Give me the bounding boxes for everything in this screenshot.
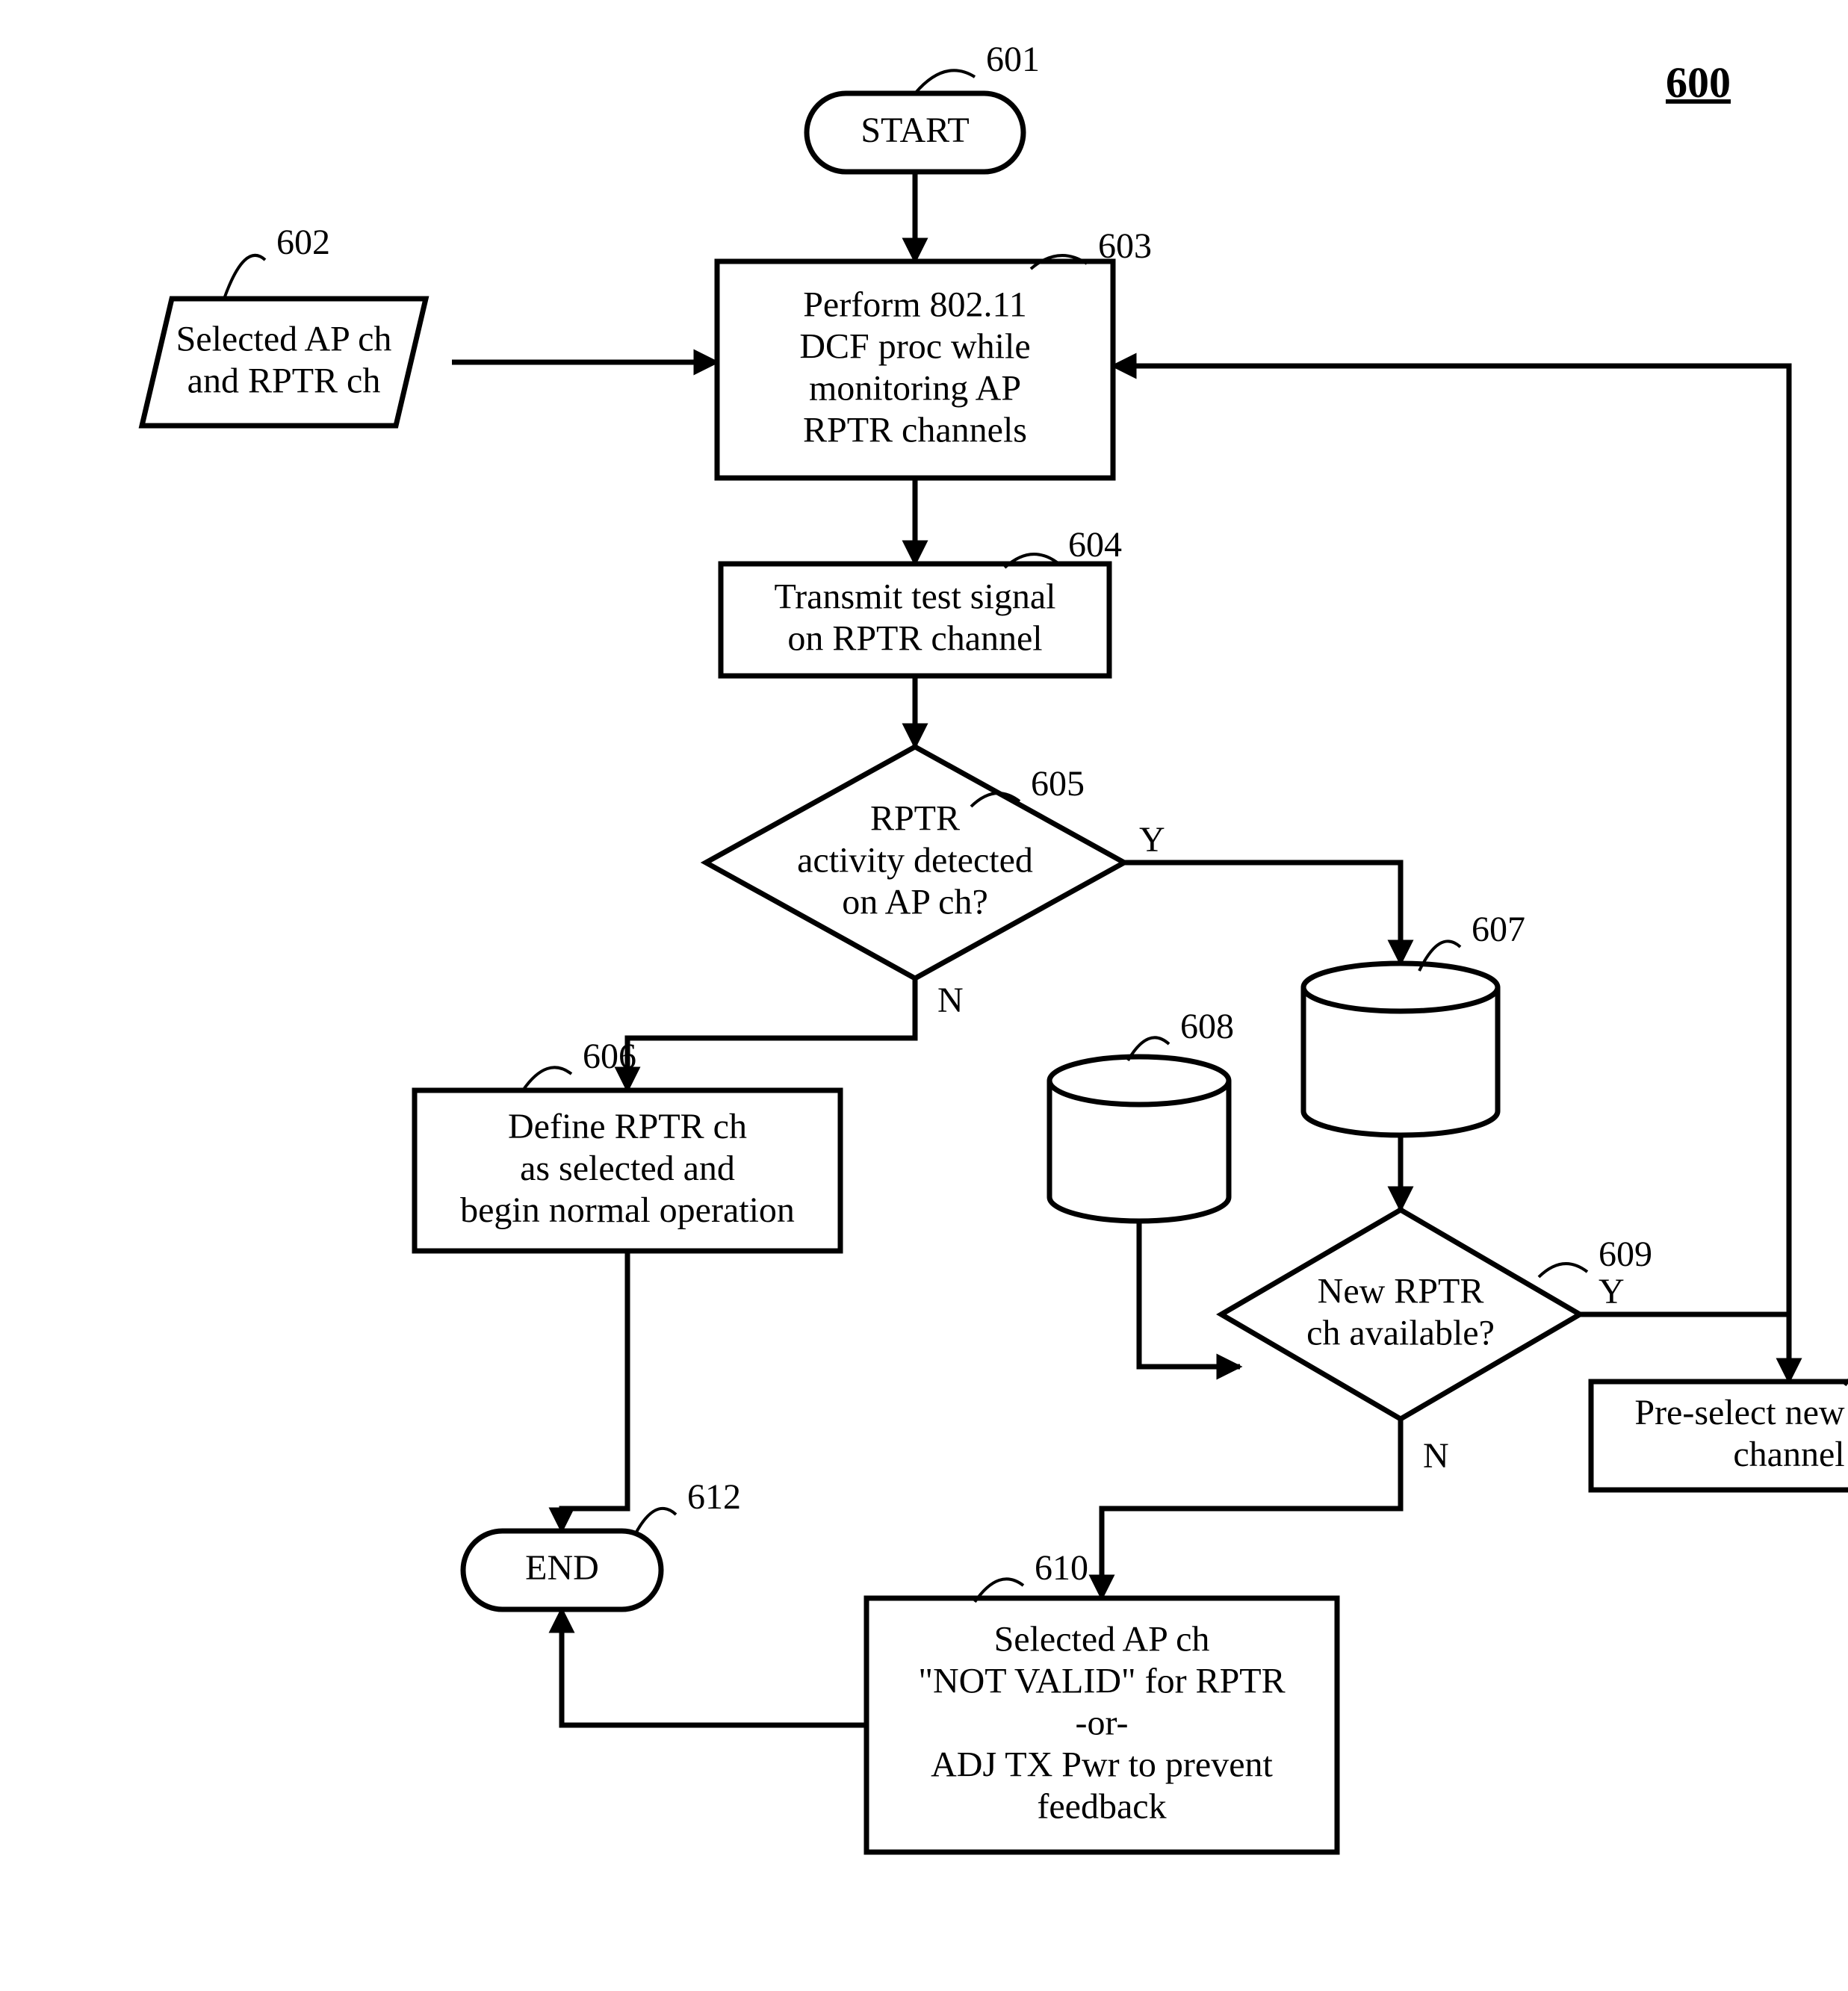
edge-n610-n612 xyxy=(562,1609,866,1725)
node-text: RPTR channels xyxy=(803,410,1027,450)
ref-label-605: 605 xyxy=(1031,764,1085,804)
node-text: on AP ch? xyxy=(842,882,988,922)
ref-label-612: 612 xyxy=(687,1477,741,1517)
node-text: END xyxy=(525,1548,599,1588)
node-text: ADJ TX Pwr to prevent xyxy=(931,1745,1273,1784)
edge-n609-n611 xyxy=(1580,1314,1789,1382)
node-text: and RPTR ch xyxy=(187,361,381,400)
ref-label-606: 606 xyxy=(583,1037,636,1076)
node-text: monitoring AP xyxy=(809,368,1021,408)
node-text: Pre-select new RPTR xyxy=(1634,1393,1848,1432)
node-text: START xyxy=(861,111,969,150)
edge-n606-n612 xyxy=(562,1251,627,1531)
node-607 xyxy=(1303,963,1498,1135)
node-text: ch available? xyxy=(1306,1313,1495,1352)
node-text: Define RPTR ch xyxy=(508,1107,747,1146)
node-text: on RPTR channel xyxy=(787,618,1042,658)
ref-label-604: 604 xyxy=(1068,525,1122,565)
node-text: Transmit test signal xyxy=(775,577,1056,616)
edge-n605-n606 xyxy=(627,978,915,1090)
node-text: Selected AP ch xyxy=(176,319,392,358)
ref-label-602: 602 xyxy=(276,223,330,262)
figure-number: 600 xyxy=(1666,58,1731,107)
node-text: DCF proc while xyxy=(799,326,1030,366)
edge-n608-n609 xyxy=(1139,1221,1240,1367)
node-text: as selected and xyxy=(520,1149,735,1188)
ref-label-603: 603 xyxy=(1098,226,1152,266)
node-text: begin normal operation xyxy=(460,1190,795,1230)
node-text: feedback xyxy=(1037,1786,1166,1826)
edge-n609-n610 xyxy=(1102,1419,1401,1598)
node-text: channel xyxy=(1733,1435,1844,1474)
node-text: RPTR xyxy=(870,798,960,838)
edge-n605-n607 xyxy=(1124,863,1401,963)
ref-label-609: 609 xyxy=(1599,1234,1652,1274)
edge-label: Y xyxy=(1599,1272,1625,1311)
node-text: -or- xyxy=(1076,1703,1129,1742)
node-text: Selected AP ch xyxy=(994,1619,1210,1659)
ref-label-607: 607 xyxy=(1472,910,1525,949)
ref-label-601: 601 xyxy=(986,40,1040,79)
node-608 xyxy=(1049,1057,1229,1221)
edge-label: N xyxy=(1423,1436,1449,1476)
edge-label: Y xyxy=(1139,820,1165,860)
node-text: "NOT VALID" for RPTR xyxy=(918,1661,1285,1700)
node-text: New RPTR xyxy=(1318,1271,1484,1311)
node-text: Perform 802.11 xyxy=(803,285,1027,324)
ref-label-608: 608 xyxy=(1180,1007,1234,1046)
edge-n611-n603 xyxy=(1113,366,1789,1382)
node-text: activity detected xyxy=(797,840,1033,880)
edge-label: N xyxy=(937,981,964,1020)
ref-label-610: 610 xyxy=(1035,1548,1088,1588)
